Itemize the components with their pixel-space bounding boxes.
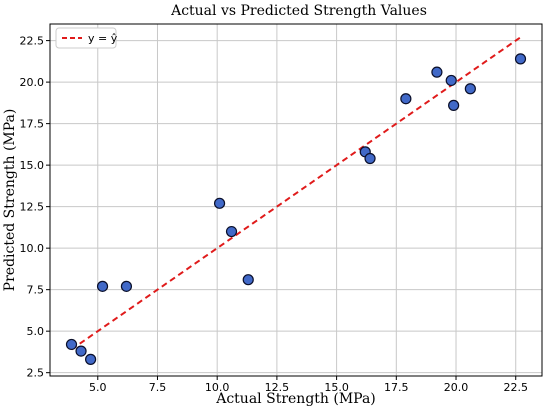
x-tick-label: 12.5 [265,381,290,394]
x-tick-label: 20.0 [444,381,469,394]
y-tick-label: 20.0 [20,76,45,89]
data-point [364,152,376,165]
plot-frame [49,23,543,377]
data-point [464,83,476,95]
legend-box [55,27,117,49]
y-tick-label: 10.0 [20,242,45,255]
y-tick-label: 22.5 [20,35,45,48]
data-point [400,93,412,105]
data-point [448,99,460,111]
x-tick-label: 15.0 [324,381,349,394]
data-point [120,280,133,292]
data-point [75,345,87,357]
reference-line [70,36,522,351]
data-point [514,53,527,65]
legend: y = ŷ [55,27,118,49]
reference-line-layer [70,36,522,351]
data-point [242,274,254,286]
y-tick-label: 7.5 [27,284,45,297]
x-tick-label: 10.0 [205,381,230,394]
x-tick-label: 17.5 [384,381,409,394]
grid [50,24,542,376]
data-point [431,66,443,78]
x-axis-label: Actual Strength (MPa) [215,391,376,407]
data-points [65,53,527,365]
y-tick-label: 15.0 [20,159,45,172]
y-tick-label: 2.5 [27,367,45,380]
legend-entry: y = ŷ [88,32,118,45]
data-point [445,74,457,87]
y-tick-label: 17.5 [20,118,45,131]
data-point [213,197,226,209]
y-tick-label: 12.5 [20,201,45,214]
chart-title: Actual vs Predicted Strength Values [170,3,427,19]
x-tick-label: 5.0 [89,381,107,394]
data-point [96,280,109,292]
x-tick-label: 22.5 [503,381,528,394]
axis-ticks: 5.0 7.5 10.0 12.5 15.0 17.5 20.0 22.5 2.5 5.0 7.5 1… [20,35,528,394]
x-tick-label: 7.5 [149,381,167,394]
data-point [65,338,78,351]
data-point [225,225,238,238]
data-point [85,353,97,365]
y-tick-label: 5.0 [27,325,45,338]
y-axis-label: Predicted Strength (MPa) [2,109,18,292]
